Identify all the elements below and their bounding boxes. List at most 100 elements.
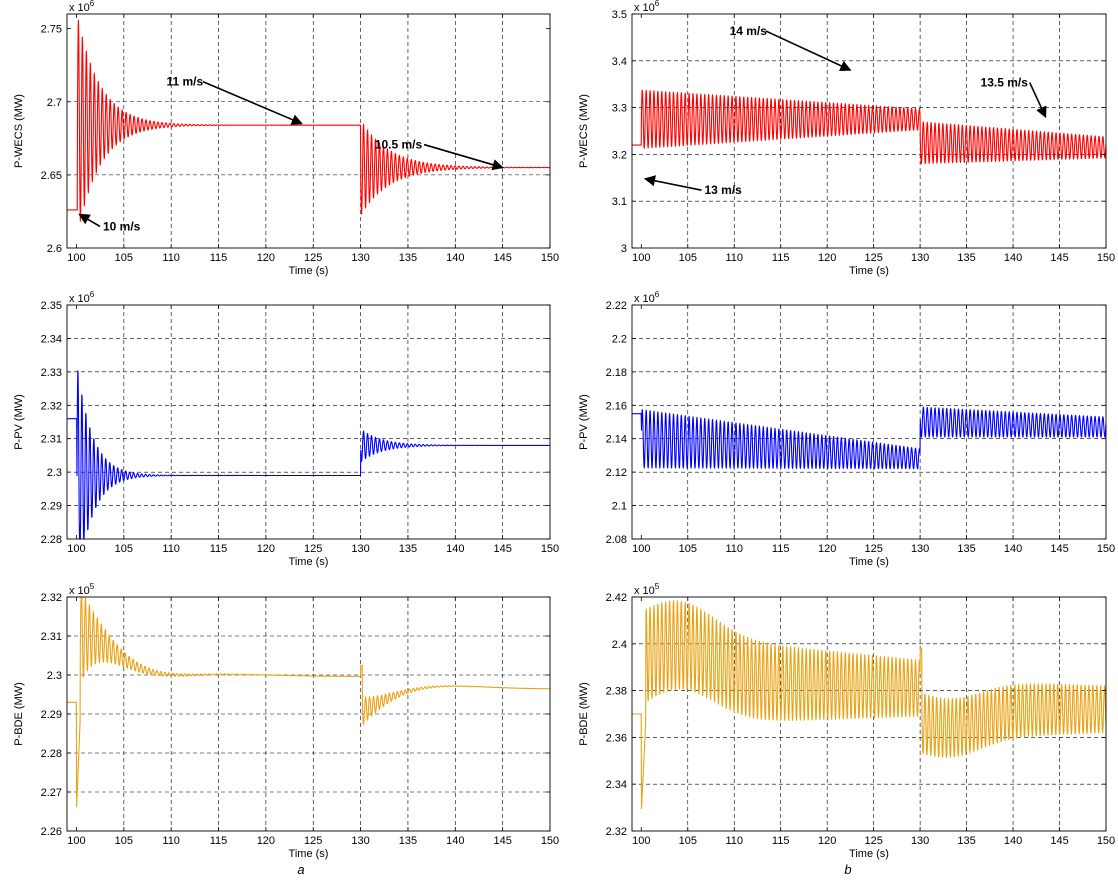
x-tick-label: 145 <box>1050 835 1068 847</box>
y-tick-label: 2.42 <box>606 592 627 604</box>
y-tick-label: 2.65 <box>41 170 62 182</box>
y-tick-label: 2.34 <box>606 779 627 791</box>
x-tick-label: 110 <box>725 835 743 847</box>
y-tick-label: 3.1 <box>612 196 627 208</box>
annotation-arrow <box>423 143 504 171</box>
y-exponent-label: x 105 <box>69 582 95 597</box>
x-tick-label: 130 <box>911 252 929 264</box>
y-tick-label: 2.16 <box>606 400 627 412</box>
x-tick-label: 105 <box>115 835 133 847</box>
x-tick-label: 105 <box>679 835 697 847</box>
x-tick-label: 135 <box>957 252 975 264</box>
x-tick-label: 105 <box>115 252 133 264</box>
plot-frame <box>66 304 551 540</box>
y-tick-label: 2.1 <box>612 501 627 513</box>
x-tick-label: 130 <box>911 835 929 847</box>
series-line <box>66 370 551 540</box>
y-tick-label: 2.26 <box>41 826 62 838</box>
x-tick-label: 100 <box>67 835 85 847</box>
y-tick-label: 2.29 <box>41 501 62 513</box>
chart-panel-6: 100 105 110 115 120 125 130 135 140 145 150 2.32 2.3… <box>578 582 1115 860</box>
y-tick-label: 2.34 <box>41 333 62 345</box>
annotation-label: 10 m/s <box>103 219 141 233</box>
caption-b: b <box>844 862 851 877</box>
y-tick-label: 2.29 <box>41 709 62 721</box>
y-axis-label: P-PV (MW) <box>578 394 590 450</box>
x-tick-label: 105 <box>679 252 697 264</box>
x-tick-label: 120 <box>818 835 836 847</box>
annotation-label: 10.5 m/s <box>375 138 423 152</box>
y-exponent-label: x 106 <box>634 290 660 305</box>
caption-a: a <box>297 862 304 877</box>
series-line <box>631 600 1107 810</box>
x-tick-label: 130 <box>351 835 369 847</box>
y-tick-label: 3 <box>621 243 627 255</box>
y-tick-label: 2.28 <box>41 534 62 546</box>
x-tick-label: 150 <box>1097 252 1115 264</box>
y-tick-label: 2.3 <box>47 670 62 682</box>
x-tick-label: 125 <box>304 543 322 555</box>
y-tick-label: 2.31 <box>41 631 62 643</box>
x-tick-label: 115 <box>772 835 790 847</box>
y-tick-label: 2.75 <box>41 24 62 36</box>
x-tick-label: 115 <box>210 543 228 555</box>
plot-frame <box>631 304 1107 540</box>
chart-panel-2: 100 105 110 115 120 125 130 135 140 145 150 3 3.1 3.2… <box>578 0 1115 277</box>
annotation-label: 13 m/s <box>704 183 742 197</box>
x-tick-label: 135 <box>399 252 417 264</box>
x-tick-label: 140 <box>446 252 464 264</box>
x-tick-label: 125 <box>864 543 882 555</box>
y-tick-label: 2.22 <box>606 300 627 312</box>
x-tick-label: 115 <box>210 252 228 264</box>
y-axis-label: P-WECS (MW) <box>578 94 590 168</box>
x-tick-label: 145 <box>493 252 511 264</box>
x-tick-label: 115 <box>772 252 790 264</box>
chart-panel-4: 100 105 110 115 120 125 130 135 140 145 150 2.08 2.1… <box>578 290 1115 568</box>
x-tick-label: 120 <box>818 252 836 264</box>
annotation-label: 11 m/s <box>166 75 203 89</box>
annotation-arrow <box>202 80 303 125</box>
annotation-arrow <box>1029 82 1047 118</box>
x-tick-label: 100 <box>632 835 650 847</box>
y-tick-label: 2.14 <box>606 434 627 446</box>
x-tick-label: 100 <box>67 543 85 555</box>
x-tick-label: 100 <box>67 252 85 264</box>
x-tick-label: 125 <box>304 252 322 264</box>
x-tick-label: 110 <box>162 835 180 847</box>
plot-frame <box>631 13 1107 249</box>
y-axis-label: P-PV (MW) <box>13 394 25 450</box>
x-tick-label: 110 <box>162 543 180 555</box>
x-tick-label: 100 <box>632 252 650 264</box>
x-axis-label: Time (s) <box>289 556 329 568</box>
x-tick-label: 120 <box>818 543 836 555</box>
y-axis-label: P-WECS (MW) <box>13 94 25 168</box>
annotation-arrow <box>78 213 101 228</box>
x-axis-label: Time (s) <box>289 265 329 277</box>
series-line <box>631 406 1107 470</box>
annotation-label: 13.5 m/s <box>981 76 1029 90</box>
x-tick-label: 135 <box>957 835 975 847</box>
x-axis-label: Time (s) <box>289 848 329 860</box>
x-tick-label: 140 <box>446 543 464 555</box>
x-tick-label: 145 <box>1050 252 1068 264</box>
x-tick-label: 110 <box>162 252 180 264</box>
x-tick-label: 135 <box>399 835 417 847</box>
y-tick-label: 2.6 <box>47 243 62 255</box>
x-tick-label: 130 <box>351 252 369 264</box>
x-tick-label: 150 <box>1097 835 1115 847</box>
x-tick-label: 135 <box>399 543 417 555</box>
x-tick-label: 100 <box>632 543 650 555</box>
y-tick-label: 3.5 <box>612 9 627 21</box>
y-tick-label: 2.32 <box>606 826 627 838</box>
x-tick-label: 125 <box>864 252 882 264</box>
y-tick-label: 2.28 <box>41 748 62 760</box>
x-tick-label: 120 <box>257 543 275 555</box>
y-tick-label: 2.35 <box>41 300 62 312</box>
series-line <box>66 596 551 808</box>
y-exponent-label: x 106 <box>69 290 95 305</box>
annotation-arrow <box>765 30 852 72</box>
x-axis-label: Time (s) <box>849 265 889 277</box>
x-tick-label: 145 <box>493 835 511 847</box>
x-tick-label: 140 <box>1004 835 1022 847</box>
